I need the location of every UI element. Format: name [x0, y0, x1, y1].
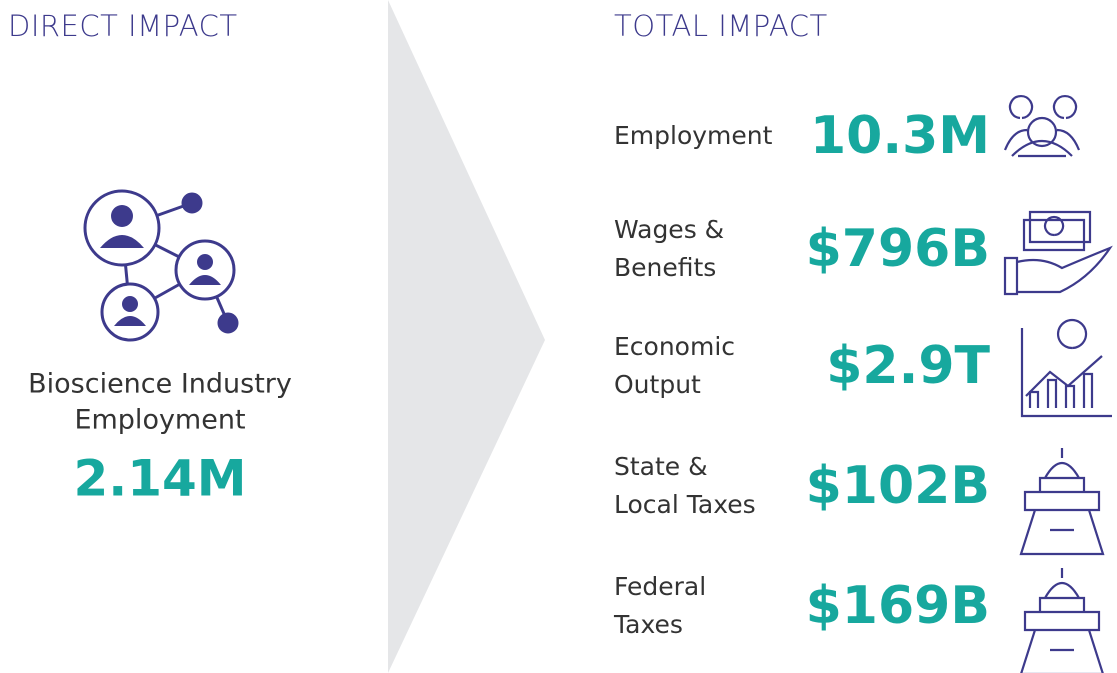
item-label: Output	[614, 370, 701, 399]
item-label: Economic	[614, 332, 735, 361]
item-icon	[1003, 95, 1081, 158]
item-label: State &	[614, 452, 708, 481]
direct-title: DIRECT IMPACT	[8, 9, 238, 43]
item-icon	[1020, 318, 1112, 418]
item-label: Federal	[614, 572, 706, 601]
item-label: Taxes	[613, 610, 683, 639]
total-title: TOTAL IMPACT	[614, 9, 828, 43]
network-icon	[83, 189, 239, 342]
item-icon	[1020, 568, 1104, 673]
item-value: 10.3M	[810, 106, 990, 166]
arrow-shape	[388, 0, 545, 673]
item-label: Employment	[614, 121, 773, 150]
item-label: Benefits	[614, 253, 716, 282]
item-value: $169B	[806, 576, 990, 636]
direct-value: 2.14M	[73, 450, 246, 508]
direct-label: Employment	[74, 405, 245, 436]
item-label: Local Taxes	[614, 490, 756, 519]
item-value: $2.9T	[826, 336, 990, 396]
item-label: Wages &	[614, 215, 724, 244]
item-value: $796B	[806, 219, 990, 279]
item-icon	[1019, 448, 1105, 556]
direct-label: Bioscience Industry	[28, 369, 292, 400]
item-icon	[1003, 210, 1113, 296]
item-value: $102B	[806, 456, 990, 516]
